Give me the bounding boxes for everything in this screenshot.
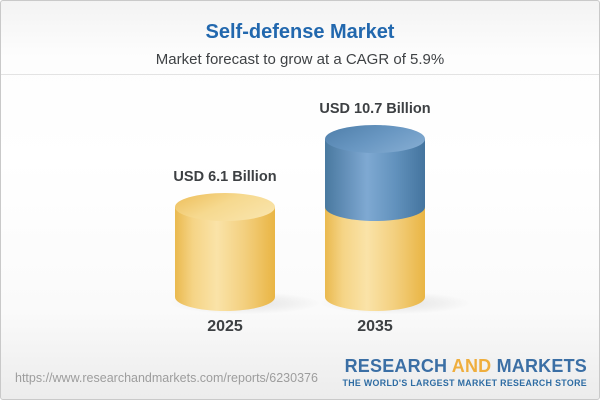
cylinder-top-cap [175, 192, 275, 221]
bar-value-label: USD 6.1 Billion [173, 168, 277, 185]
logo-word-and: AND [451, 356, 492, 376]
category-label: 2025 [207, 318, 243, 335]
cylinder-segment-gold [325, 206, 425, 297]
bar-value-label: USD 10.7 Billion [319, 100, 431, 117]
cylinder-segment-gold [175, 206, 275, 297]
logo-tagline: THE WORLD'S LARGEST MARKET RESEARCH STOR… [342, 377, 587, 388]
cylinder-segment-bottom-edge [325, 283, 425, 311]
logo-wordmark: RESEARCH AND MARKETS [342, 356, 587, 377]
logo-word-research: RESEARCH [344, 356, 448, 376]
header-divider [1, 74, 599, 75]
cylinder-top-cap [325, 124, 425, 153]
cylinder-segment-bottom-edge [175, 283, 275, 311]
page-title: Self-defense Market [205, 21, 395, 43]
research-and-markets-logo: RESEARCH AND MARKETS THE WORLD'S LARGEST… [342, 356, 587, 388]
page-subtitle: Market forecast to grow at a CAGR of 5.9… [155, 51, 445, 68]
category-label: 2035 [357, 318, 393, 335]
cylinder-segment-bottom-edge [325, 192, 425, 221]
report-url[interactable]: https://www.researchandmarkets.com/repor… [15, 371, 318, 385]
logo-word-markets: MARKETS [496, 356, 587, 376]
